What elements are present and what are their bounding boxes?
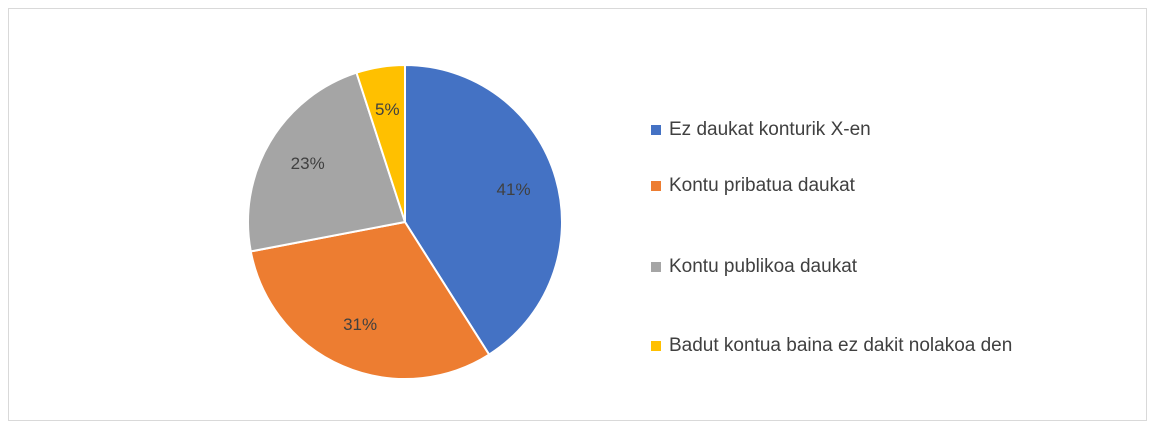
legend-swatch xyxy=(651,262,661,272)
pie-slice xyxy=(247,71,407,253)
legend-label: Ez daukat konturik X-en xyxy=(669,119,871,140)
legend-swatch xyxy=(651,341,661,351)
legend-label: Kontu pribatua daukat xyxy=(669,175,856,196)
legend-swatch xyxy=(651,181,661,191)
data-label: 5% xyxy=(375,100,400,119)
legend-label: Badut kontua baina ez dakit nolakoa den xyxy=(669,335,1012,356)
legend-swatch xyxy=(651,125,661,135)
pie-slice xyxy=(249,220,491,380)
data-label: 41% xyxy=(497,180,531,199)
data-label: 23% xyxy=(291,154,325,173)
data-label: 31% xyxy=(343,315,377,334)
chart-border xyxy=(8,8,1147,421)
pie-slice xyxy=(355,63,406,223)
legend-label: Kontu publikoa daukat xyxy=(669,256,858,277)
